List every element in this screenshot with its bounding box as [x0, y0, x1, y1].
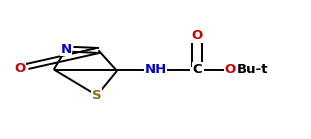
Text: N: N	[61, 43, 72, 56]
Text: Bu-t: Bu-t	[237, 63, 269, 76]
Text: S: S	[92, 89, 102, 102]
Text: NH: NH	[144, 63, 167, 76]
Text: C: C	[192, 63, 202, 76]
Text: O: O	[14, 62, 26, 75]
Text: O: O	[225, 63, 236, 76]
Text: O: O	[192, 29, 203, 42]
